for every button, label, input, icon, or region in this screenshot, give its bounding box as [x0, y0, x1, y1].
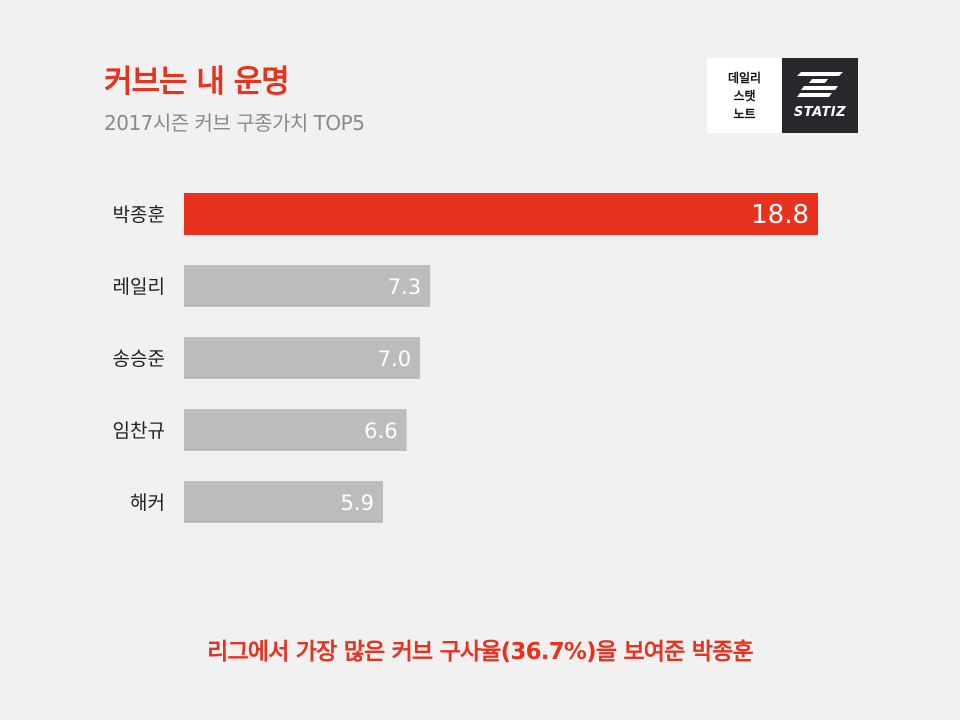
- bar: [184, 265, 431, 307]
- category-label: 해커: [130, 492, 165, 514]
- category-label: 레일리: [113, 276, 165, 298]
- bar: [184, 409, 407, 451]
- chart-subtitle: 2017시즌 커브 구종가치 TOP5: [104, 111, 365, 135]
- logo-text-line-1: 데일리: [727, 70, 762, 85]
- statiz-logo: 데일리 스탯 노트 STATIZ: [707, 58, 858, 133]
- chart-caption: 리그에서 가장 많은 커브 구사율(36.7%)을 보여준 박종훈: [207, 639, 753, 665]
- category-label: 송승준: [113, 348, 165, 370]
- statiz-mark-icon: [797, 72, 843, 97]
- bar-value-label: 7.3: [388, 275, 421, 299]
- logo-text-line-3: 노트: [733, 106, 756, 121]
- bar: [184, 337, 421, 379]
- logo-text-line-2: 스탯: [733, 88, 756, 103]
- category-label: 임찬규: [113, 420, 165, 442]
- bar-value-label: 18.8: [751, 200, 809, 230]
- bar-value-label: 5.9: [341, 491, 374, 515]
- category-label: 박종훈: [113, 204, 165, 226]
- statiz-wordmark: STATIZ: [793, 105, 847, 120]
- bar: [184, 481, 383, 523]
- chart-title: 커브는 내 운명: [104, 64, 290, 100]
- bar-value-label: 6.6: [364, 419, 397, 443]
- daily-stat-note-badge: 데일리 스탯 노트: [707, 58, 782, 133]
- statiz-brand-badge: STATIZ: [782, 58, 858, 133]
- bar: [184, 193, 818, 235]
- bar-value-label: 7.0: [378, 347, 411, 371]
